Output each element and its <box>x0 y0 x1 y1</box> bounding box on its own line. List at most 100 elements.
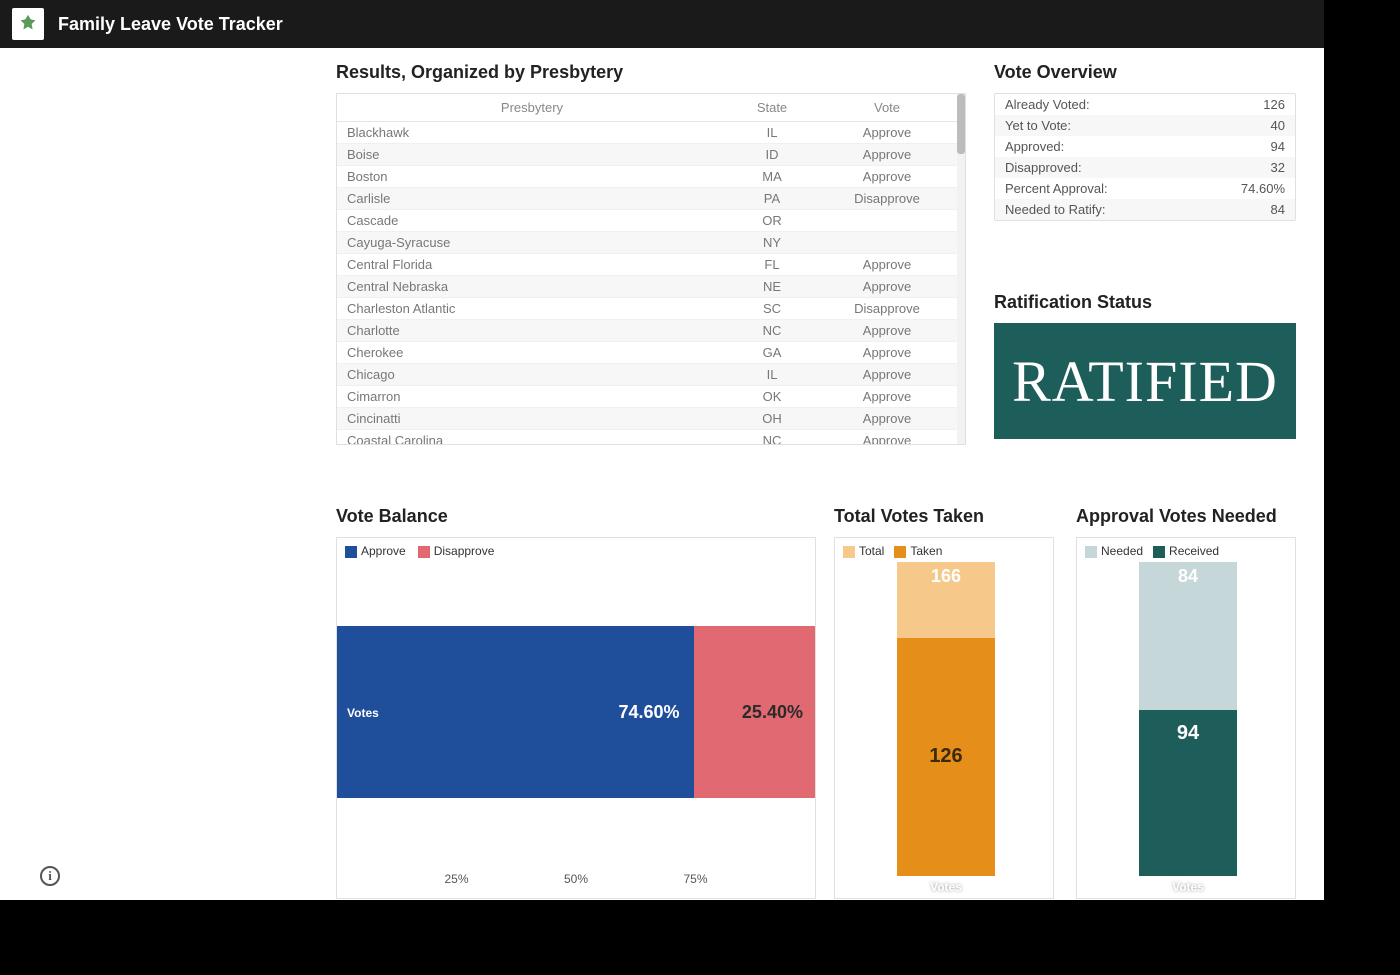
legend-disapprove: Disapprove <box>434 544 495 558</box>
swatch-approve <box>345 546 357 558</box>
cell-presbytery: Cimarron <box>337 386 727 408</box>
overview-value: 84 <box>1271 202 1285 217</box>
ratification-status-text: RATIFIED <box>1012 348 1278 415</box>
table-row[interactable]: CherokeeGAApprove <box>337 342 957 364</box>
cell-presbytery: Chicago <box>337 364 727 386</box>
results-table: Presbytery State Vote BlackhawkILApprove… <box>337 94 957 444</box>
cell-vote: Approve <box>817 122 957 144</box>
bar-approve-label: 74.60% <box>619 702 680 723</box>
cell-vote: Approve <box>817 364 957 386</box>
axis-tick: 25% <box>444 872 468 886</box>
results-title: Results, Organized by Presbytery <box>336 62 966 83</box>
cell-presbytery: Boston <box>337 166 727 188</box>
overview-value: 32 <box>1271 160 1285 175</box>
col-header-state[interactable]: State <box>727 94 817 122</box>
cell-state: FL <box>727 254 817 276</box>
cell-state: IL <box>727 122 817 144</box>
approval-votes-legend: Needed Received <box>1085 544 1219 558</box>
cell-presbytery: Charlotte <box>337 320 727 342</box>
app-logo <box>12 8 44 40</box>
cell-state: GA <box>727 342 817 364</box>
table-row[interactable]: Central FloridaFLApprove <box>337 254 957 276</box>
legend-approve: Approve <box>361 544 406 558</box>
overview-value: 94 <box>1271 139 1285 154</box>
overview-label: Approved: <box>1005 139 1064 154</box>
vote-balance-chart: Approve Disapprove 74.60% 25.40% Votes 2… <box>336 537 816 899</box>
vote-balance-panel: Vote Balance Approve Disapprove 74.60% 2… <box>336 506 816 899</box>
cell-presbytery: Blackhawk <box>337 122 727 144</box>
col-header-presbytery[interactable]: Presbytery <box>337 94 727 122</box>
cell-vote: Disapprove <box>817 298 957 320</box>
cell-state: OK <box>727 386 817 408</box>
cell-state: NC <box>727 430 817 445</box>
ratification-title: Ratification Status <box>994 292 1296 313</box>
swatch-taken <box>894 546 906 558</box>
overview-label: Needed to Ratify: <box>1005 202 1105 217</box>
overview-label: Percent Approval: <box>1005 181 1108 196</box>
cell-vote: Approve <box>817 320 957 342</box>
cell-state: OR <box>727 210 817 232</box>
table-row[interactable]: BostonMAApprove <box>337 166 957 188</box>
table-row[interactable]: Central NebraskaNEApprove <box>337 276 957 298</box>
cell-state: NC <box>727 320 817 342</box>
total-back-label: 166 <box>897 566 995 587</box>
overview-box: Already Voted:126Yet to Vote:40Approved:… <box>994 93 1296 221</box>
cell-state: MA <box>727 166 817 188</box>
approval-front-label: 94 <box>1177 722 1199 745</box>
table-row[interactable]: Coastal CarolinaNCApprove <box>337 430 957 445</box>
axis-tick: 50% <box>564 872 588 886</box>
info-icon[interactable]: i <box>40 866 60 886</box>
cell-state: IL <box>727 364 817 386</box>
approval-bar-front: 94 <box>1139 710 1237 876</box>
cell-presbytery: Boise <box>337 144 727 166</box>
legend-received: Received <box>1169 544 1219 558</box>
results-panel: Results, Organized by Presbytery Presbyt… <box>336 62 966 445</box>
table-row[interactable]: CharlotteNCApprove <box>337 320 957 342</box>
cell-vote: Approve <box>817 144 957 166</box>
cell-presbytery: Coastal Carolina <box>337 430 727 445</box>
total-votes-legend: Total Taken <box>843 544 942 558</box>
scrollbar-thumb[interactable] <box>957 94 965 154</box>
bar-disapprove-label: 25.40% <box>742 702 803 723</box>
legend-taken: Taken <box>910 544 942 558</box>
legend-total: Total <box>859 544 884 558</box>
swatch-needed <box>1085 546 1097 558</box>
cell-state: SC <box>727 298 817 320</box>
table-row[interactable]: BlackhawkILApprove <box>337 122 957 144</box>
table-row[interactable]: Charleston AtlanticSCDisapprove <box>337 298 957 320</box>
approval-votes-chart: Needed Received 84 94 Votes <box>1076 537 1296 899</box>
total-votes-x-label: Votes <box>897 880 995 894</box>
table-row[interactable]: CarlislePADisapprove <box>337 188 957 210</box>
table-row[interactable]: CascadeOR <box>337 210 957 232</box>
bar-disapprove: 25.40% <box>694 626 815 798</box>
overview-row: Percent Approval: 74.60% <box>995 178 1295 199</box>
overview-value: 40 <box>1271 118 1285 133</box>
table-row[interactable]: BoiseIDApprove <box>337 144 957 166</box>
cell-presbytery: Charleston Atlantic <box>337 298 727 320</box>
table-row[interactable]: CincinattiOHApprove <box>337 408 957 430</box>
scrollbar-track[interactable] <box>957 94 965 444</box>
col-header-vote[interactable]: Vote <box>817 94 957 122</box>
ratification-status-box: RATIFIED <box>994 323 1296 439</box>
overview-value: 74.60% <box>1241 181 1285 196</box>
cell-presbytery: Cascade <box>337 210 727 232</box>
table-row[interactable]: CimarronOKApprove <box>337 386 957 408</box>
approval-votes-title: Approval Votes Needed <box>1076 506 1296 527</box>
cell-vote: Approve <box>817 386 957 408</box>
vote-balance-legend: Approve Disapprove <box>345 544 494 558</box>
total-bar-front: 126 <box>897 638 995 876</box>
overview-panel: Vote Overview Already Voted:126Yet to Vo… <box>994 62 1296 221</box>
table-row[interactable]: Cayuga-SyracuseNY <box>337 232 957 254</box>
total-front-label: 126 <box>929 745 962 768</box>
overview-row: Needed to Ratify: 84 <box>995 199 1295 220</box>
overview-label: Yet to Vote: <box>1005 118 1071 133</box>
cell-vote <box>817 210 957 232</box>
axis-tick: 75% <box>683 872 707 886</box>
results-table-scroll[interactable]: Presbytery State Vote BlackhawkILApprove… <box>337 94 957 444</box>
table-row[interactable]: ChicagoILApprove <box>337 364 957 386</box>
cell-vote: Approve <box>817 408 957 430</box>
vote-balance-title: Vote Balance <box>336 506 816 527</box>
topbar: Family Leave Vote Tracker <box>0 0 1324 48</box>
cell-presbytery: Cherokee <box>337 342 727 364</box>
swatch-total <box>843 546 855 558</box>
